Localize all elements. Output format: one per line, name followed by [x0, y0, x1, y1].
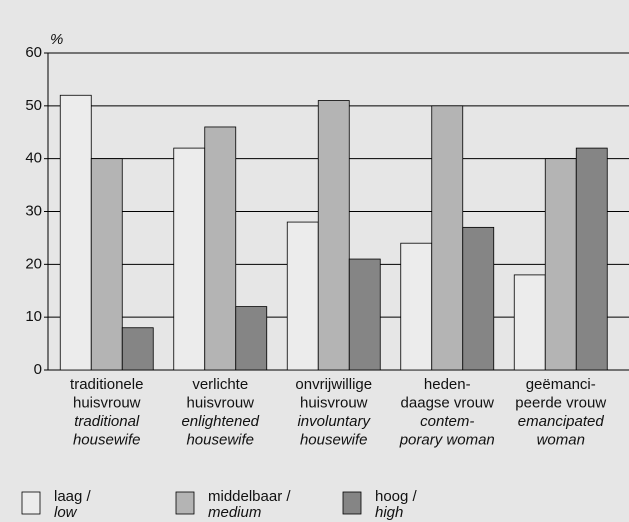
x-tick-label-en: woman: [537, 431, 585, 448]
bar: [348, 258, 381, 371]
x-tick-label-en: traditional: [74, 413, 140, 430]
x-tick-label-en: housewife: [186, 431, 254, 448]
legend-label: middelbaar /: [208, 488, 291, 505]
bar: [317, 100, 350, 371]
legend-swatch: [175, 491, 195, 515]
x-tick-label-en: involuntary: [297, 413, 371, 430]
x-tick-label-en: emancipated: [518, 413, 605, 430]
y-tick-label: 30: [25, 202, 42, 219]
bar: [90, 158, 123, 371]
bar: [513, 274, 546, 371]
legend-label-en: low: [54, 504, 78, 521]
x-tick-label: huisvrouw: [300, 394, 368, 411]
bar: [235, 306, 268, 371]
x-tick-label: heden-: [424, 376, 471, 393]
y-tick-label: 20: [25, 255, 42, 272]
x-tick-label-en: housewife: [73, 431, 141, 448]
legend-label-en: medium: [208, 504, 261, 521]
legend-label: hoog /: [375, 488, 418, 505]
bar: [59, 94, 92, 371]
y-tick-label: 40: [25, 150, 42, 167]
x-tick-label: onvrijwillige: [295, 376, 372, 393]
x-tick-label: traditionele: [70, 376, 143, 393]
legend-swatch: [342, 491, 362, 515]
x-tick-label: verlichte: [192, 376, 248, 393]
x-tick-label: huisvrouw: [186, 394, 254, 411]
legend-label-en: high: [375, 504, 403, 521]
y-axis-label: %: [50, 31, 63, 48]
x-tick-label: peerde vrouw: [515, 394, 606, 411]
legend-label: laag /: [54, 488, 92, 505]
bar: [462, 226, 495, 371]
bar: [575, 147, 608, 371]
y-tick-label: 10: [25, 308, 42, 325]
y-tick-label: 50: [25, 97, 42, 114]
legend-swatch: [21, 491, 41, 515]
bar: [544, 158, 577, 371]
x-tick-label: geëmanci-: [526, 376, 596, 393]
y-tick-label: 0: [34, 361, 42, 378]
x-tick-label: daagse vrouw: [401, 394, 495, 411]
x-tick-label: huisvrouw: [73, 394, 141, 411]
bar: [431, 105, 464, 371]
bar: [400, 242, 433, 371]
x-tick-label-en: contem-: [420, 413, 474, 430]
x-tick-label-en: housewife: [300, 431, 368, 448]
x-tick-label-en: enlightened: [181, 413, 259, 430]
x-tick-label-en: porary woman: [399, 431, 495, 448]
bar: [121, 327, 154, 371]
y-tick-label: 60: [25, 44, 42, 61]
bar: [173, 147, 206, 371]
bar: [204, 126, 237, 371]
bar: [286, 221, 319, 371]
